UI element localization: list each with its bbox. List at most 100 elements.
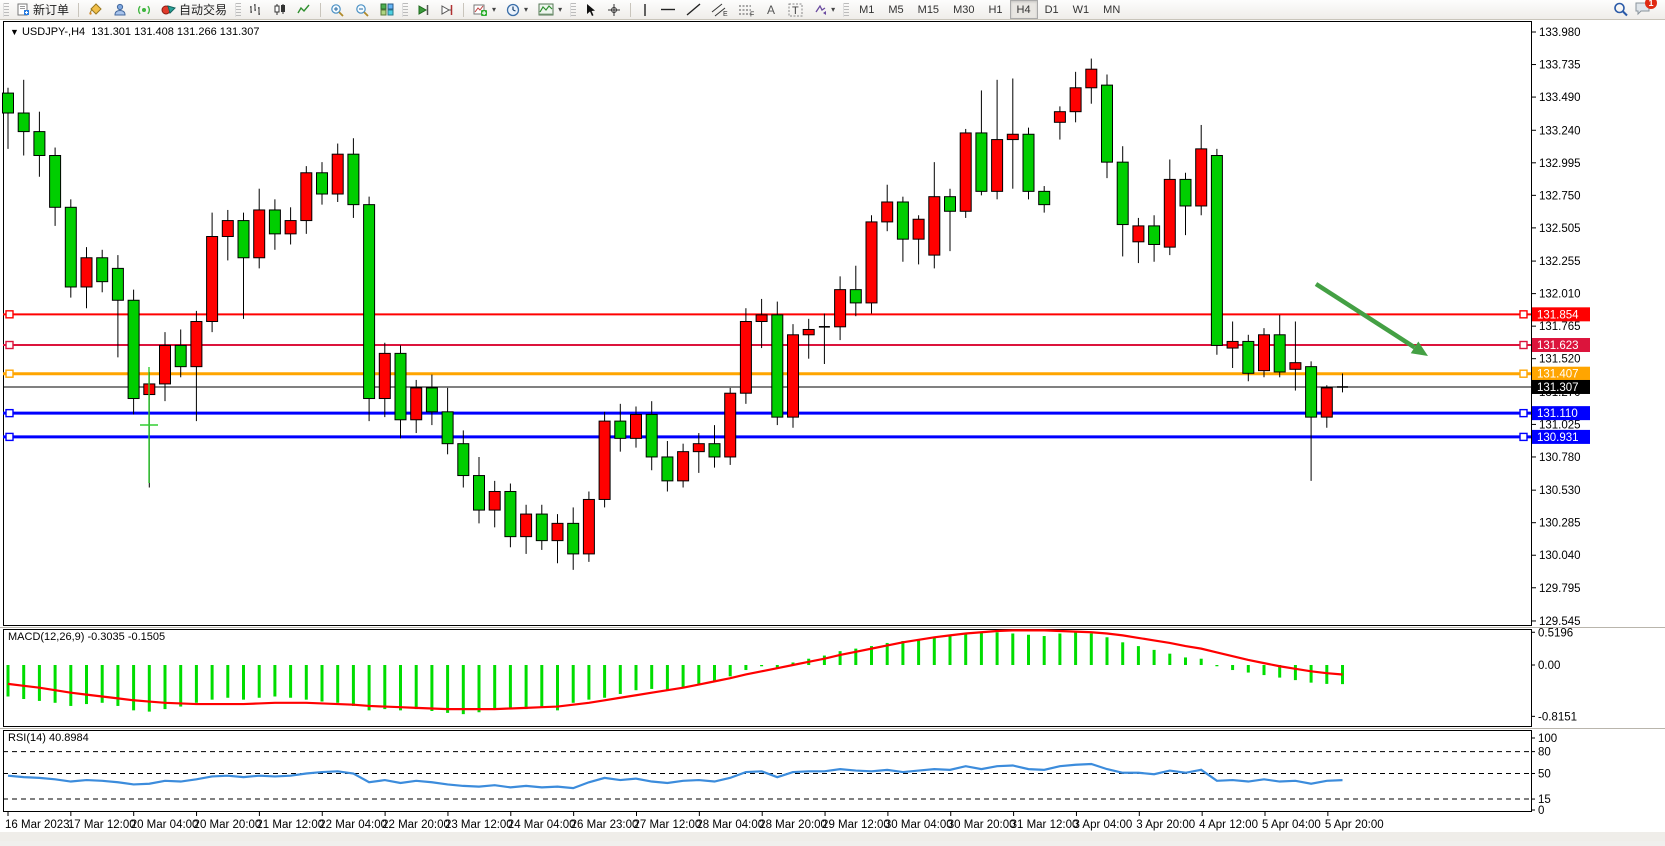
candlestick-mode-button[interactable] [268,0,292,19]
macd-signal-line [7,629,1343,711]
line-chart-mode-button[interactable] [292,0,316,19]
chart-canvas[interactable]: 133.980 133.735 133.490 133.240 132.995 132.7… [0,20,1665,841]
auto-trading-button[interactable]: 自动交易 [156,0,232,19]
toolbar-grip[interactable] [843,2,850,17]
chat-badge: 1 [1645,0,1657,9]
tile-windows-icon [380,3,394,16]
line-handle[interactable] [1519,310,1528,319]
auto-scroll-button[interactable] [411,0,435,19]
line-handle[interactable] [5,432,14,442]
hline-131.110[interactable] [3,408,1531,418]
candle-up [300,172,313,222]
timeframe-M1[interactable]: M1 [859,3,875,16]
candle-up [1258,334,1270,372]
green-cross-marker[interactable] [140,367,158,483]
styler-button[interactable] [83,0,108,19]
zoom-in-button[interactable] [325,0,350,19]
line-handle[interactable] [5,408,14,418]
tile-windows-button[interactable] [375,0,399,19]
toolbar-grip[interactable] [570,2,577,17]
timeframe-MN[interactable]: MN [1103,3,1121,16]
equidistant-channel-tool[interactable]: E [706,0,733,19]
toolbar-grip[interactable] [402,2,409,17]
hline-131.854[interactable] [3,310,1531,319]
line-handle[interactable] [1519,340,1528,350]
candle-down [473,475,485,511]
arrows-tool[interactable]: ▾ [808,0,840,19]
line-handle[interactable] [1519,408,1528,418]
green-trend-arrow[interactable] [1314,282,1428,356]
candle-up [724,392,737,458]
time-axis-label: 3 Apr 20:00 [1136,819,1195,831]
time-axis-label: 21 Mar 12:00 [256,819,324,831]
timeframe-M15[interactable]: M15 [917,3,940,16]
price-axis-tick: 129.545 [1539,616,1581,628]
time-axis-label: 3 Apr 04:00 [1073,819,1132,831]
time-axis-label: 29 Mar 12:00 [822,819,890,831]
search-button[interactable] [1608,0,1634,19]
templates-button[interactable]: ▾ [533,0,567,19]
template-icon [538,3,554,16]
candle-up [488,490,501,511]
timeframe-M30[interactable]: M30 [953,3,975,16]
new-order-button[interactable]: 新订单 [12,0,74,19]
signals-button[interactable] [132,0,156,19]
candle-down [394,352,407,421]
line-handle[interactable] [5,369,14,378]
time-axis-label: 5 Apr 04:00 [1262,819,1321,831]
timeframe-W1[interactable]: W1 [1072,3,1090,16]
line-handle[interactable] [5,310,14,319]
bar-chart-mode-button[interactable] [244,0,268,19]
symbol-data-window[interactable]: ▼ USDJPY-,H4 131.301 131.408 131.266 131… [10,26,260,38]
text-label-icon: T [788,3,803,17]
toolbar-grip[interactable] [235,2,242,17]
periods-button[interactable]: ▾ [501,0,533,19]
zoom-out-button[interactable] [350,0,375,19]
text-tool[interactable]: A [760,0,783,19]
timeframe-H1[interactable]: H1 [988,3,1003,16]
price-axis-tick: 132.010 [1539,289,1581,301]
candle-down [441,411,454,445]
candle-up [378,352,391,400]
chart-shift-button[interactable] [435,0,459,19]
timeframe-M5[interactable]: M5 [888,3,904,16]
toolbar-grip[interactable] [3,2,9,17]
text-label-tool[interactable]: T [783,0,808,19]
macd-indicator-label: MACD(12,26,9) -0.3035 -0.1505 [8,631,166,643]
auto-trading-label: 自动交易 [179,3,228,17]
svg-text:130.931: 130.931 [1537,432,1579,444]
indicators-button[interactable]: ▾ [468,0,501,19]
timeframe-H4[interactable]: H4 [1009,0,1038,19]
crosshair-tool-button[interactable] [602,0,626,19]
rsi-indicator-label: RSI(14) 40.8984 [8,732,89,744]
candle-down [614,420,627,439]
horizontal-line-tool[interactable] [655,0,681,19]
vertical-line-tool[interactable] [635,0,655,19]
symbol-caret[interactable]: ▼ [10,27,19,37]
chart-window[interactable]: ▼ USDJPY-,H4 131.301 131.408 131.266 131… [0,20,1665,841]
profile-button[interactable] [108,0,132,19]
line-handle[interactable] [1519,369,1528,378]
price-axis-tick: 133.240 [1539,125,1581,137]
price-label-chip-131.307: 131.307 [1532,379,1590,394]
cursor-tool-button[interactable] [579,0,602,19]
time-axis-label: 28 Mar 20:00 [759,819,827,831]
paint-bucket-icon [89,3,102,15]
price-axis-tick: 133.980 [1539,27,1581,39]
line-handle[interactable] [5,340,14,350]
line-handle[interactable] [1519,432,1528,442]
text-icon: A [767,3,775,16]
price-axis-tick: 130.530 [1539,485,1581,497]
candle-up [551,522,564,542]
hline-130.931[interactable] [3,432,1531,442]
trendline-icon [686,3,701,16]
fibonacci-tool[interactable]: F [733,0,760,19]
trendline-tool[interactable] [681,0,706,19]
svg-text:F: F [750,11,754,17]
hline-131.407[interactable] [3,369,1531,378]
price-axis[interactable]: 133.980 133.735 133.490 133.240 132.995 132.7… [1531,27,1590,817]
chat-button[interactable]: 1 [1634,0,1657,19]
timeframe-D1[interactable]: D1 [1044,3,1059,16]
new-order-icon [17,3,29,16]
